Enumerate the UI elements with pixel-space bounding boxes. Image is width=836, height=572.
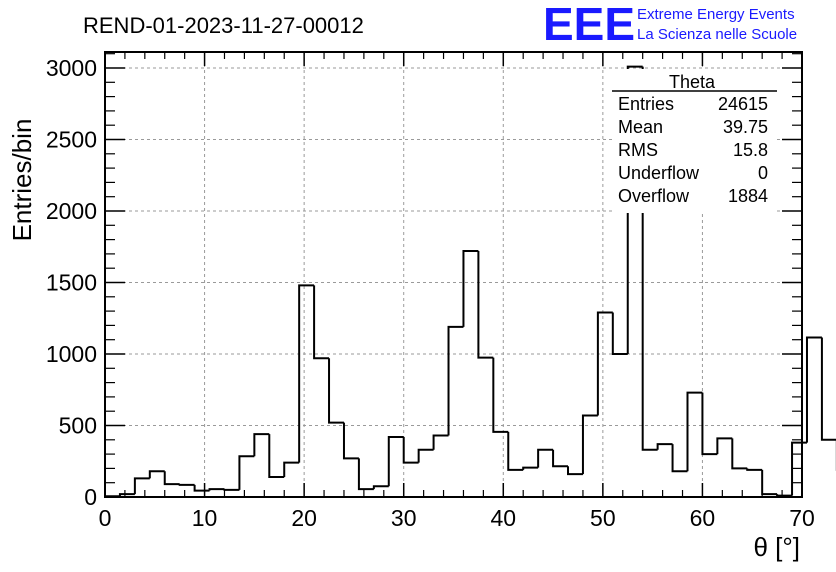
eee-logo: EEE Extreme Energy Events La Scienza nel… <box>543 0 797 50</box>
histogram-bin <box>342 422 359 460</box>
tick-labels-layer: 0 10 20 30 40 50 60 70 0 500 1000 1500 2000 2500 3000 <box>46 55 815 531</box>
histogram-bin <box>686 391 703 472</box>
histogram-bin <box>178 483 195 486</box>
stats-box: Theta Entries 24615 Mean 39.75 RMS 15.8 … <box>612 69 777 213</box>
x-tick-label: 50 <box>590 505 616 531</box>
histogram-bin <box>716 437 733 455</box>
stats-value-underflow: 0 <box>758 163 768 183</box>
histogram-bin <box>193 484 210 492</box>
stats-label-entries: Entries <box>618 94 674 114</box>
histogram-layer <box>104 65 836 498</box>
stats-value-mean: 39.75 <box>723 117 768 137</box>
histogram-bin <box>328 358 344 424</box>
logo-mark: EEE <box>543 0 635 50</box>
histogram-bin <box>118 493 135 497</box>
histogram-bin <box>567 466 583 476</box>
stats-box-background <box>612 69 777 213</box>
histogram-bin <box>298 284 315 463</box>
stats-value-overflow: 1884 <box>728 186 768 206</box>
histogram-bin <box>581 414 598 475</box>
histogram-bin <box>313 285 330 360</box>
x-tick-label: 40 <box>490 505 516 531</box>
stats-label-rms: RMS <box>618 140 658 160</box>
y-axis-title: Entries/bin <box>7 119 37 242</box>
histogram-bin <box>208 488 225 491</box>
histogram-bin <box>417 448 434 463</box>
x-axis-title: θ [°] <box>753 532 800 562</box>
histogram-bin <box>163 471 180 486</box>
histogram-bin <box>671 444 688 473</box>
x-tick-label: 20 <box>291 505 317 531</box>
histogram-bin <box>761 469 778 496</box>
y-tick-label: 500 <box>59 413 97 439</box>
histogram-bin <box>133 477 150 495</box>
histogram-bin <box>522 466 539 470</box>
histogram-bin <box>611 312 628 355</box>
y-tick-label: 3000 <box>46 55 97 81</box>
histogram-bin <box>283 461 300 477</box>
histogram-bin <box>223 488 240 491</box>
histogram-bin <box>596 311 613 416</box>
histogram-bin <box>731 438 748 470</box>
histogram-bin <box>477 251 494 359</box>
histogram-bin <box>372 485 389 490</box>
y-tick-label: 1000 <box>46 341 97 367</box>
histogram-bin <box>148 470 165 479</box>
histogram-bin <box>402 436 419 464</box>
stats-rows: Entries 24615 Mean 39.75 RMS 15.8 Underf… <box>618 94 768 206</box>
histogram-bin <box>238 455 255 490</box>
stats-value-rms: 15.8 <box>733 140 768 160</box>
histogram-bin <box>357 458 374 491</box>
histogram-bin <box>701 392 718 456</box>
stats-value-entries: 24615 <box>718 94 768 114</box>
stats-box-title: Theta <box>669 72 716 92</box>
histogram-bin <box>791 441 807 496</box>
histogram-bin <box>626 65 643 354</box>
histogram-bin <box>776 494 793 497</box>
histogram-bin <box>656 443 673 450</box>
grid-layer <box>105 52 802 497</box>
stats-label-mean: Mean <box>618 117 663 137</box>
histogram-bin <box>492 357 509 433</box>
histogram-bin <box>537 448 554 468</box>
logo-line1: Extreme Energy Events <box>637 6 795 23</box>
x-tick-label: 30 <box>391 505 417 531</box>
histogram-bin <box>253 433 270 457</box>
histogram-bin <box>447 325 464 436</box>
x-tick-label: 10 <box>192 505 218 531</box>
y-tick-label: 2500 <box>46 127 97 153</box>
histogram-bin <box>268 434 285 478</box>
y-tick-label: 0 <box>84 484 97 510</box>
histogram-bin <box>507 431 524 471</box>
histogram-bin <box>820 337 836 441</box>
x-tick-label: 70 <box>789 505 815 531</box>
histogram-bin <box>387 435 404 487</box>
x-tick-label: 0 <box>99 505 112 531</box>
x-tick-label: 60 <box>690 505 716 531</box>
histogram-bin <box>746 468 763 471</box>
stats-label-underflow: Underflow <box>618 163 700 183</box>
histogram-bin <box>552 449 569 468</box>
ticks-layer <box>104 52 803 498</box>
histogram-bin <box>432 434 449 450</box>
y-tick-label: 1500 <box>46 270 97 296</box>
stats-label-overflow: Overflow <box>618 186 690 206</box>
histogram-bin <box>462 250 479 327</box>
logo-line2: La Scienza nelle Scuole <box>637 26 797 43</box>
y-tick-label: 2000 <box>46 198 97 224</box>
chart-title: REND-01-2023-11-27-00012 <box>83 13 364 38</box>
histogram-bin <box>805 336 822 443</box>
plot-frame <box>104 51 803 498</box>
